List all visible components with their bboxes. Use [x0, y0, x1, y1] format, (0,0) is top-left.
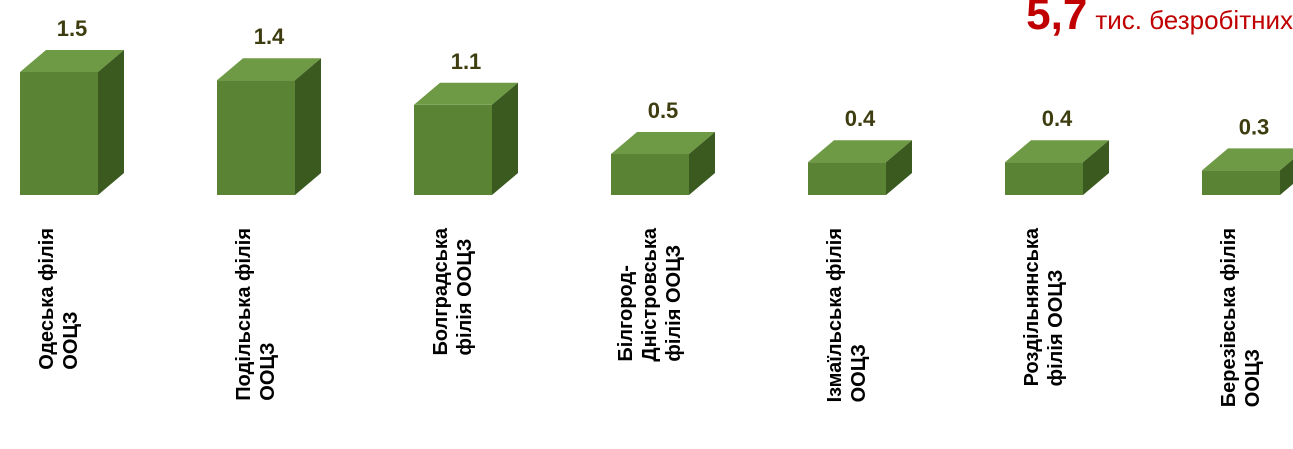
bar-top	[217, 58, 321, 81]
bar-front	[20, 72, 98, 195]
category-label-line: Одеська філія	[36, 228, 58, 370]
bar-top	[414, 82, 518, 105]
bar-side	[886, 140, 912, 195]
category-label-line: Роздільнянська	[1021, 228, 1043, 387]
value-label: 0.4	[1042, 106, 1073, 131]
bar	[611, 132, 715, 195]
bar-side	[295, 58, 321, 196]
bar-front	[217, 80, 295, 195]
category-label: Болградська філія ООЦЗ	[429, 228, 477, 355]
value-label: 0.4	[845, 106, 876, 131]
bar	[414, 82, 518, 195]
bar-side	[98, 50, 124, 195]
total-indicator: 5,7 тис. безробітних	[1026, 0, 1293, 40]
category-label: Березівська філія ООЦЗ	[1217, 228, 1265, 407]
bar-side	[1280, 159, 1293, 195]
category-label-line: Болградська	[430, 228, 452, 356]
value-label: 0.3	[1239, 114, 1270, 139]
bar-top	[1202, 148, 1293, 171]
category-label-line: ООЦЗ	[848, 344, 870, 403]
category-label-line: філія ООЦЗ	[663, 244, 685, 362]
bar-top	[1005, 140, 1109, 163]
category-label-line: Ізмаїльська філія	[824, 228, 846, 403]
category-label-line: Подільська філія	[233, 228, 255, 401]
category-label-line: ООЦЗ	[1242, 348, 1264, 408]
bar-front	[808, 162, 886, 195]
total-value: 5,7	[1026, 0, 1088, 39]
bar	[217, 58, 321, 196]
category-label: Одеська філія ООЦЗ	[35, 228, 83, 370]
category-label-line: ООЦЗ	[60, 311, 82, 370]
bar-top	[808, 140, 912, 163]
category-label-line: Білгород-	[615, 265, 637, 362]
bar	[20, 50, 124, 195]
bar-side	[1083, 140, 1109, 195]
category-label: Роздільнянська філія ООЦЗ	[1020, 228, 1068, 386]
bar	[1005, 140, 1109, 195]
total-unit: тис. безробітних	[1095, 5, 1293, 35]
bar-front	[1202, 170, 1280, 195]
bar	[1202, 148, 1293, 195]
bar-side	[492, 82, 518, 195]
bar-front	[611, 154, 689, 195]
category-label: Подільська філія ООЦЗ	[232, 228, 280, 401]
category-label-line: філія ООЦЗ	[454, 238, 476, 356]
category-label-line: Березівська філія	[1218, 228, 1240, 408]
bar-front	[414, 104, 492, 195]
bar-top	[611, 132, 715, 154]
value-label: 0.5	[648, 98, 679, 123]
category-label-line: ООЦЗ	[257, 342, 279, 401]
value-label: 1.1	[451, 49, 482, 74]
category-label-line: Дністровська	[639, 228, 661, 362]
category-label: Ізмаїльська філія ООЦЗ	[823, 228, 871, 402]
value-label: 1.5	[57, 16, 88, 41]
bar-front	[1005, 162, 1083, 195]
value-label: 1.4	[254, 24, 285, 49]
bar	[808, 140, 912, 195]
category-label-line: філія ООЦЗ	[1045, 269, 1067, 387]
bar-top	[20, 50, 124, 72]
bar-side	[689, 132, 715, 195]
category-label: Білгород- Дністровська філія ООЦЗ	[614, 228, 686, 362]
